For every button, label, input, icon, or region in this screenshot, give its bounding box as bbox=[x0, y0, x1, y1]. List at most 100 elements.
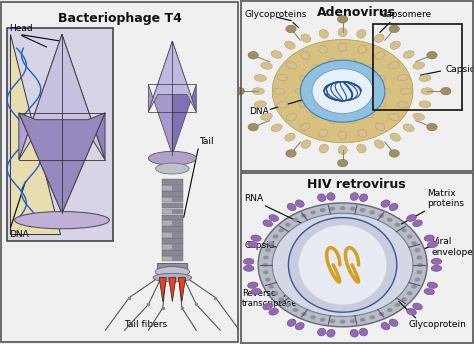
FancyBboxPatch shape bbox=[7, 28, 112, 241]
Circle shape bbox=[286, 150, 296, 157]
Ellipse shape bbox=[155, 267, 190, 277]
Circle shape bbox=[263, 255, 269, 259]
FancyBboxPatch shape bbox=[173, 209, 183, 214]
Ellipse shape bbox=[421, 88, 433, 95]
Circle shape bbox=[441, 87, 451, 95]
Text: Capsomere: Capsomere bbox=[380, 10, 431, 19]
Circle shape bbox=[415, 278, 420, 282]
Circle shape bbox=[379, 214, 384, 218]
FancyBboxPatch shape bbox=[173, 221, 183, 226]
Circle shape bbox=[330, 206, 335, 211]
Ellipse shape bbox=[318, 194, 326, 202]
Circle shape bbox=[273, 291, 278, 295]
Ellipse shape bbox=[381, 200, 390, 207]
Ellipse shape bbox=[295, 200, 304, 207]
Ellipse shape bbox=[424, 289, 434, 295]
Polygon shape bbox=[62, 34, 105, 213]
Ellipse shape bbox=[338, 43, 347, 51]
Ellipse shape bbox=[401, 88, 411, 94]
FancyBboxPatch shape bbox=[162, 221, 183, 226]
Text: Glycoproteins: Glycoproteins bbox=[244, 10, 307, 19]
FancyBboxPatch shape bbox=[162, 244, 183, 250]
Circle shape bbox=[415, 248, 420, 252]
Ellipse shape bbox=[380, 88, 390, 94]
Circle shape bbox=[301, 60, 385, 122]
Ellipse shape bbox=[397, 74, 409, 81]
Circle shape bbox=[389, 150, 400, 157]
Polygon shape bbox=[178, 278, 185, 302]
Circle shape bbox=[337, 15, 348, 23]
Circle shape bbox=[411, 284, 417, 289]
Ellipse shape bbox=[252, 88, 264, 95]
FancyBboxPatch shape bbox=[162, 226, 183, 232]
Ellipse shape bbox=[381, 323, 390, 330]
Ellipse shape bbox=[389, 114, 399, 121]
Ellipse shape bbox=[390, 133, 401, 141]
Ellipse shape bbox=[375, 101, 386, 107]
FancyBboxPatch shape bbox=[162, 232, 183, 238]
Circle shape bbox=[340, 206, 346, 210]
Ellipse shape bbox=[153, 273, 192, 282]
Ellipse shape bbox=[319, 129, 328, 137]
Ellipse shape bbox=[348, 59, 356, 66]
Ellipse shape bbox=[424, 235, 434, 241]
Circle shape bbox=[234, 87, 245, 95]
Ellipse shape bbox=[319, 144, 328, 153]
Ellipse shape bbox=[269, 215, 279, 222]
Ellipse shape bbox=[358, 45, 366, 53]
Ellipse shape bbox=[375, 52, 384, 59]
Ellipse shape bbox=[413, 62, 425, 69]
Ellipse shape bbox=[375, 75, 386, 82]
Ellipse shape bbox=[413, 303, 422, 310]
Circle shape bbox=[278, 228, 284, 233]
Ellipse shape bbox=[287, 319, 296, 326]
Ellipse shape bbox=[389, 319, 398, 326]
Circle shape bbox=[301, 214, 307, 218]
Circle shape bbox=[310, 211, 316, 215]
Circle shape bbox=[273, 235, 278, 239]
Circle shape bbox=[360, 318, 365, 322]
Ellipse shape bbox=[374, 140, 384, 149]
Ellipse shape bbox=[413, 113, 425, 120]
Circle shape bbox=[285, 223, 291, 227]
Ellipse shape bbox=[389, 62, 399, 69]
Circle shape bbox=[320, 318, 325, 322]
Ellipse shape bbox=[350, 330, 358, 337]
Circle shape bbox=[272, 40, 413, 143]
Ellipse shape bbox=[318, 328, 326, 336]
Ellipse shape bbox=[403, 124, 414, 132]
Text: Glycoprotein: Glycoprotein bbox=[408, 320, 466, 329]
Ellipse shape bbox=[431, 258, 442, 265]
Ellipse shape bbox=[247, 241, 258, 248]
FancyBboxPatch shape bbox=[157, 263, 187, 271]
Ellipse shape bbox=[254, 75, 266, 82]
Circle shape bbox=[272, 213, 413, 316]
Ellipse shape bbox=[375, 123, 384, 131]
Ellipse shape bbox=[357, 29, 366, 38]
Text: HIV retrovirus: HIV retrovirus bbox=[307, 178, 406, 191]
Circle shape bbox=[417, 270, 422, 275]
Text: Capsid: Capsid bbox=[446, 65, 474, 74]
Ellipse shape bbox=[329, 59, 337, 66]
Circle shape bbox=[263, 263, 268, 267]
Ellipse shape bbox=[263, 220, 273, 227]
Ellipse shape bbox=[407, 215, 416, 222]
Ellipse shape bbox=[338, 28, 347, 37]
Polygon shape bbox=[9, 34, 60, 234]
Polygon shape bbox=[169, 278, 176, 302]
Circle shape bbox=[320, 208, 325, 212]
Ellipse shape bbox=[419, 75, 431, 82]
Ellipse shape bbox=[301, 52, 310, 59]
FancyBboxPatch shape bbox=[162, 185, 183, 191]
Ellipse shape bbox=[338, 131, 347, 139]
Ellipse shape bbox=[359, 328, 368, 336]
Ellipse shape bbox=[300, 75, 310, 82]
Ellipse shape bbox=[374, 34, 384, 42]
Ellipse shape bbox=[348, 116, 356, 123]
Circle shape bbox=[427, 123, 437, 131]
Ellipse shape bbox=[285, 41, 295, 49]
Circle shape bbox=[340, 320, 346, 324]
Ellipse shape bbox=[15, 212, 109, 229]
Circle shape bbox=[350, 206, 356, 211]
Ellipse shape bbox=[319, 29, 328, 38]
